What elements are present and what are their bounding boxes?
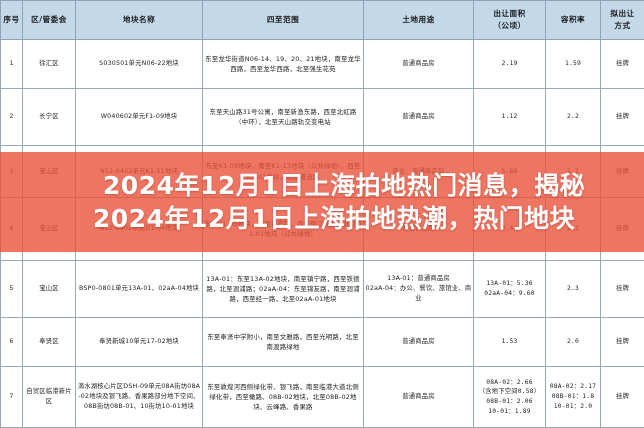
cell-far: 1.59	[546, 40, 601, 89]
cell-boundaries: 东至D1-05地块，南至水产路，西至郁江巷路，北至D1-01地块（公共绿地）	[203, 198, 364, 261]
cell-far: 2.2	[546, 89, 601, 146]
cell-far: 2.0	[546, 318, 601, 367]
cell-parcel-name: BSP0-0801单元13A-01、02aA-04地块	[76, 261, 203, 318]
cell-land-use: 普通商品房	[364, 89, 474, 146]
cell-index: 6	[1, 318, 23, 367]
cell-parcel-name: W040602单元F1-09地块	[76, 89, 203, 146]
column-header-parcel-name: 地块名称	[76, 1, 203, 40]
cell-district: 徐汇区	[23, 40, 76, 89]
cell-district: 长宁区	[23, 89, 76, 146]
cell-area: 1.12	[474, 89, 546, 146]
cell-far: 2.2	[546, 146, 601, 198]
method-header-line1: 拟出让	[610, 9, 634, 18]
cell-boundaries: 东至K1-09地块，南至K1-13地块（公共绿地），西至K1-01地块，北至潘泾…	[203, 146, 364, 198]
area-header-line2: （公顷）	[493, 21, 525, 30]
cell-method: 挂牌	[601, 89, 644, 146]
cell-boundaries: 东至龙华街道N06-14、19、20、21地块，南至龙华西路，西至龙华西路，北至…	[203, 40, 364, 89]
cell-method: 挂牌	[601, 146, 644, 198]
cell-district: 宝山区	[23, 261, 76, 318]
cell-parcel-name: S030501单元N06-22地块	[76, 40, 203, 89]
cell-method: 挂牌	[601, 40, 644, 89]
cell-far: 2.3	[546, 261, 601, 318]
cell-land-use: 普通商品房	[364, 198, 474, 261]
cell-parcel-name: 滴水湖核心片区DSH-09单元08A街坊08A-02地块及银飞路、香果路部分地下…	[76, 367, 203, 428]
column-header-boundaries: 四至范围	[203, 1, 364, 40]
cell-boundaries: 13A-01：东至13A-02地块，南至镇宁路，西至铁德路，北至涸浦路；02aA…	[203, 261, 364, 318]
cell-district: 宝山区	[23, 198, 76, 261]
column-header-district: 区/管委会	[23, 1, 76, 40]
cell-method: 挂牌	[601, 261, 644, 318]
area-header-line1: 出让面积	[493, 9, 525, 18]
column-header-method: 拟出让方式	[601, 1, 644, 40]
cell-boundaries: 东至天山路31号公寓，南至新渔东路，西至北虹路（中环），北至天山路轨交变电站	[203, 89, 364, 146]
cell-index: 3	[1, 146, 23, 198]
cell-area: 2.19	[474, 40, 546, 89]
column-header-far: 容积率	[546, 1, 601, 40]
cell-area: 1.53	[474, 318, 546, 367]
column-header-land-use: 土地用途	[364, 1, 474, 40]
cell-boundaries: 东至奉贤中学附小，南至文雅路，西至光明路，北至南渡路绿地	[203, 318, 364, 367]
cell-land-use: 普通商品房	[364, 367, 474, 428]
column-header-index: 序号	[1, 1, 23, 40]
cell-parcel-name: N12-0402单元K1-11地块	[76, 146, 203, 198]
cell-district: 宝山区	[23, 146, 76, 198]
table-header-row: 序号 区/管委会 地块名称 四至范围 土地用途 出让面积 （公顷） 容积率 拟出让…	[1, 1, 644, 40]
cell-district: 奉贤区	[23, 318, 76, 367]
cell-index: 4	[1, 198, 23, 261]
cell-area: 3.46	[474, 198, 546, 261]
cell-index: 2	[1, 89, 23, 146]
cell-land-use: 商业、普通商品房	[364, 146, 474, 198]
cell-method: 挂牌	[601, 367, 644, 428]
method-header-line2: 方式	[614, 21, 630, 30]
cell-method: 挂牌	[601, 198, 644, 261]
cell-land-use: 普通商品房	[364, 318, 474, 367]
cell-index: 1	[1, 40, 23, 89]
cell-method: 挂牌	[601, 318, 644, 367]
cell-parcel-name: N12-0402单元D1-04地块	[76, 198, 203, 261]
cell-area: 5.68	[474, 146, 546, 198]
cell-far: 2.2	[546, 198, 601, 261]
cell-index: 5	[1, 261, 23, 318]
cell-boundaries: 东至敦煌河西侧绿化带、银飞路，南至临港大道北侧绿化带，西至橄路、08B-02地块…	[203, 367, 364, 428]
cell-index: 7	[1, 367, 23, 428]
land-listing-sheet: 序号 区/管委会 地块名称 四至范围 土地用途 出让面积 （公顷） 容积率 拟出让…	[0, 0, 644, 400]
cell-district: 自贸区临港新片区	[23, 367, 76, 428]
column-header-area: 出让面积 （公顷）	[474, 1, 546, 40]
cell-parcel-name: 奉贤新城10单元17-02地块	[76, 318, 203, 367]
cell-land-use: 普通商品房	[364, 40, 474, 89]
